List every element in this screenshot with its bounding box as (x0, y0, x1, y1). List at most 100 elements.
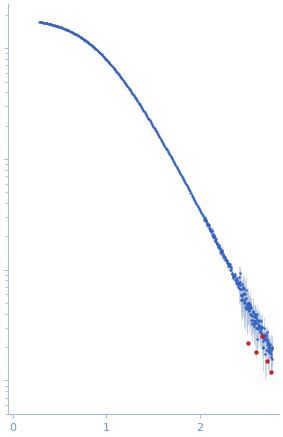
Point (245, 299, 250, 306)
Point (213, 238, 218, 245)
Point (212, 232, 216, 239)
Point (266, 347, 270, 354)
Point (208, 227, 213, 234)
Point (214, 239, 219, 246)
Point (243, 300, 247, 307)
Point (182, 178, 186, 185)
Point (246, 299, 250, 306)
Point (256, 325, 261, 332)
Point (269, 350, 273, 357)
Point (260, 344, 265, 351)
Point (223, 254, 228, 261)
Point (268, 348, 273, 355)
Point (45, 20, 49, 27)
Point (242, 300, 247, 307)
Point (68, 28, 72, 35)
Point (259, 326, 263, 333)
Point (140, 104, 144, 111)
Point (120, 76, 125, 83)
Point (228, 262, 232, 269)
Point (95, 47, 99, 54)
Point (263, 332, 268, 339)
Point (141, 107, 146, 114)
Point (225, 259, 230, 266)
Point (203, 218, 208, 225)
Point (185, 183, 189, 190)
Point (156, 131, 160, 138)
Point (260, 333, 264, 340)
Point (248, 317, 253, 324)
Point (244, 305, 248, 312)
Point (142, 109, 147, 116)
Point (237, 280, 241, 287)
Point (192, 195, 196, 202)
Point (221, 254, 226, 261)
Point (239, 297, 243, 304)
Point (252, 313, 256, 320)
Point (76, 32, 81, 39)
Point (209, 228, 213, 235)
Point (125, 83, 130, 90)
Point (105, 57, 109, 64)
Point (188, 189, 193, 196)
Point (231, 272, 236, 279)
Point (259, 317, 264, 324)
Point (80, 35, 85, 42)
Point (254, 311, 259, 318)
Point (236, 278, 240, 285)
Point (237, 280, 241, 287)
Point (217, 245, 222, 252)
Point (201, 213, 205, 220)
Point (103, 55, 108, 62)
Point (170, 156, 174, 163)
Point (97, 49, 101, 55)
Point (97, 49, 102, 56)
Point (198, 208, 203, 215)
Point (148, 118, 153, 125)
Point (41, 19, 45, 26)
Point (229, 267, 233, 274)
Point (179, 173, 184, 180)
Point (113, 66, 117, 73)
Point (210, 231, 214, 238)
Point (172, 160, 177, 167)
Point (233, 277, 238, 284)
Point (57, 23, 61, 30)
Point (161, 140, 166, 147)
Point (102, 55, 107, 62)
Point (248, 305, 252, 312)
Point (67, 27, 71, 34)
Point (155, 129, 159, 136)
Point (94, 46, 98, 53)
Point (71, 30, 76, 37)
Point (256, 322, 260, 329)
Point (222, 253, 226, 260)
Point (100, 52, 105, 59)
Point (169, 154, 173, 161)
Point (218, 245, 222, 252)
Point (210, 233, 215, 240)
Point (220, 248, 225, 255)
Point (109, 62, 114, 69)
Point (195, 201, 199, 208)
Point (177, 168, 181, 175)
Point (162, 141, 166, 148)
Point (266, 344, 270, 351)
Point (243, 291, 248, 298)
Point (90, 43, 95, 50)
Point (47, 21, 51, 28)
Point (233, 273, 237, 280)
Point (222, 253, 227, 260)
Point (186, 186, 191, 193)
Point (165, 147, 170, 154)
Point (55, 23, 60, 30)
Point (99, 51, 103, 58)
Point (170, 157, 175, 164)
Point (202, 216, 207, 223)
Point (137, 100, 141, 107)
Point (246, 302, 251, 309)
Point (233, 276, 237, 283)
Point (104, 56, 108, 63)
Point (226, 262, 231, 269)
Point (194, 201, 199, 208)
